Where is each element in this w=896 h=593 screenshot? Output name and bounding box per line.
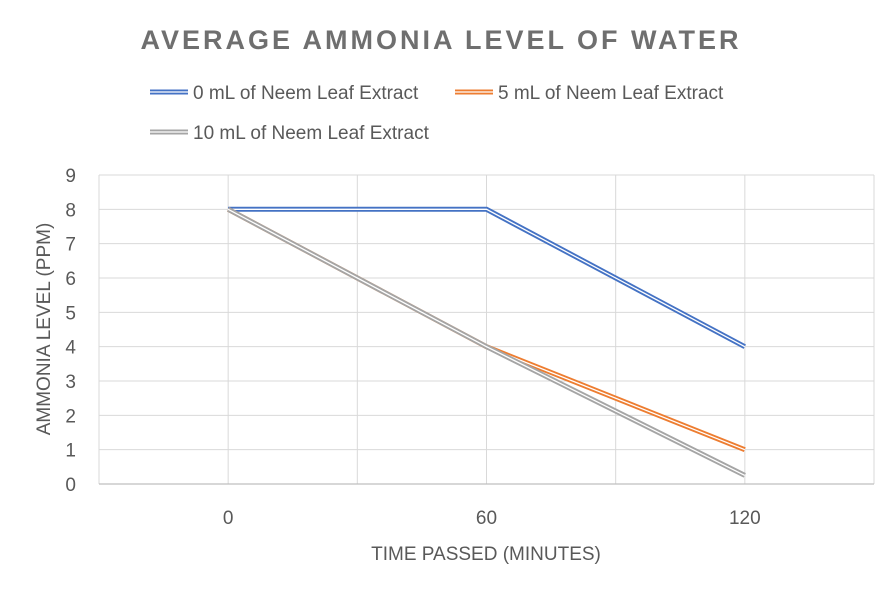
series-layer bbox=[227, 206, 746, 478]
x-axis-label: TIME PASSED (MINUTES) bbox=[371, 544, 601, 565]
y-tick-label-4: 4 bbox=[65, 338, 76, 359]
series-line-core-0 bbox=[228, 208, 746, 348]
y-tick-label-7: 7 bbox=[65, 235, 76, 256]
legend-label-2: 10 mL of Neem Leaf Extract bbox=[193, 123, 430, 144]
y-tick-labels: 0 1 2 3 4 5 6 7 8 9 bbox=[65, 166, 76, 496]
legend: 0 mL of Neem Leaf Extract 5 mL of Neem L… bbox=[150, 83, 724, 144]
y-tick-label-0: 0 bbox=[65, 475, 76, 496]
series-line-core-2 bbox=[227, 208, 746, 476]
gridlines bbox=[98, 174, 875, 484]
legend-label-1: 5 mL of Neem Leaf Extract bbox=[498, 83, 724, 104]
x-tick-label-2: 120 bbox=[729, 508, 761, 529]
y-tick-label-9: 9 bbox=[65, 166, 76, 187]
y-axis-label: AMMONIA LEVEL (PPM) bbox=[34, 223, 55, 436]
y-tick-label-3: 3 bbox=[65, 372, 76, 393]
y-tick-label-8: 8 bbox=[65, 200, 76, 221]
chart-title: AVERAGE AMMONIA LEVEL OF WATER bbox=[140, 25, 741, 55]
x-tick-labels: 0 60 120 bbox=[223, 508, 761, 529]
y-tick-label-5: 5 bbox=[65, 303, 76, 324]
legend-item-1[interactable]: 5 mL of Neem Leaf Extract bbox=[455, 83, 724, 104]
legend-item-0[interactable]: 0 mL of Neem Leaf Extract bbox=[150, 83, 419, 104]
x-tick-label-0: 0 bbox=[223, 508, 234, 529]
x-tick-label-1: 60 bbox=[476, 508, 497, 529]
legend-label-0: 0 mL of Neem Leaf Extract bbox=[193, 83, 419, 104]
y-tick-label-6: 6 bbox=[65, 269, 76, 290]
y-tick-label-1: 1 bbox=[65, 441, 76, 462]
y-tick-label-2: 2 bbox=[65, 406, 76, 427]
legend-item-2[interactable]: 10 mL of Neem Leaf Extract bbox=[150, 123, 430, 144]
